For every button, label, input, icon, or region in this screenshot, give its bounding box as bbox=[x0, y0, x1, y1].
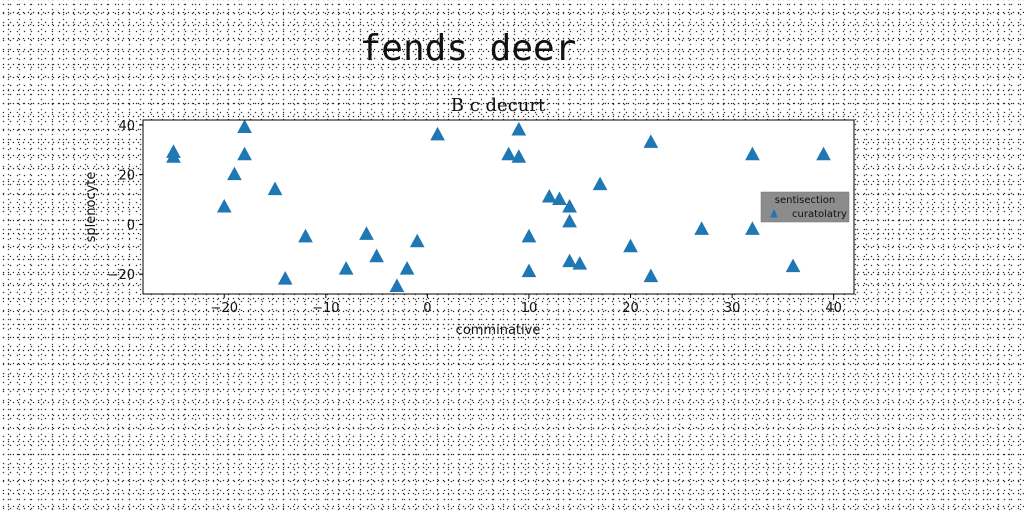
x-tick-label: 0 bbox=[423, 301, 431, 316]
legend-title: sentisection bbox=[775, 195, 835, 206]
y-axis-label: splenocyte bbox=[84, 172, 99, 243]
chart-title: B c decurt bbox=[451, 95, 546, 116]
y-tick-label: 40 bbox=[118, 119, 135, 134]
x-tick-label: 20 bbox=[622, 301, 639, 316]
y-tick-label: 20 bbox=[118, 169, 135, 184]
x-axis-label: comminative bbox=[456, 323, 541, 338]
y-tick-label: 0 bbox=[127, 218, 135, 233]
x-tick-label: 40 bbox=[825, 301, 842, 316]
x-tick-label: 30 bbox=[724, 301, 741, 316]
legend-entry-label: curatolatry bbox=[792, 209, 847, 220]
x-tick-label: −20 bbox=[211, 301, 238, 316]
y-tick-label: −20 bbox=[108, 268, 135, 283]
x-tick-label: 10 bbox=[521, 301, 538, 316]
legend: sentisection curatolatry bbox=[761, 192, 849, 222]
x-tick-label: −10 bbox=[312, 301, 339, 316]
plot-area bbox=[143, 120, 854, 294]
